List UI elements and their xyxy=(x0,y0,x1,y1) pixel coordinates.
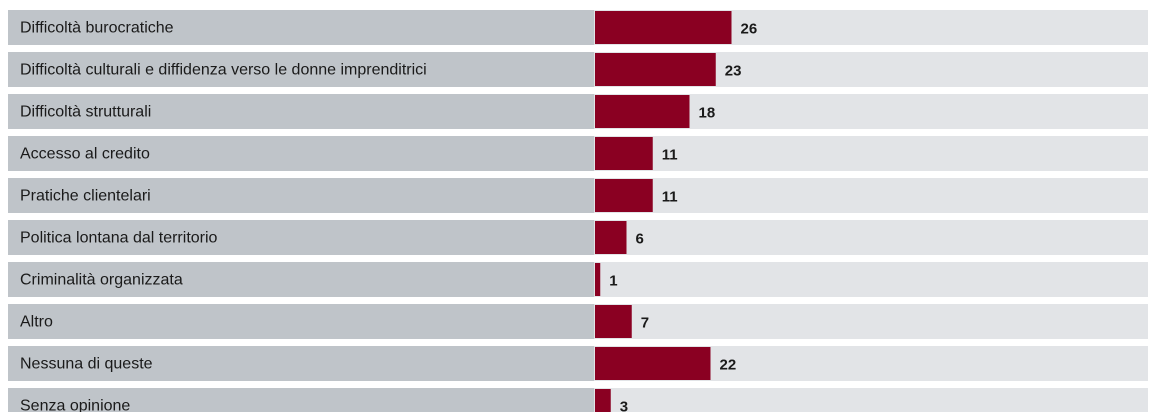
bar-track xyxy=(594,220,1148,255)
label-band xyxy=(8,388,594,412)
bar xyxy=(595,53,716,86)
label-band xyxy=(8,346,594,381)
value-label: 18 xyxy=(699,105,716,122)
value-label: 22 xyxy=(720,357,737,374)
label-band xyxy=(8,304,594,339)
chart-row: Difficoltà culturali e diffidenza verso … xyxy=(8,52,1148,87)
chart-row: Pratiche clientelari 11 xyxy=(8,178,1148,213)
chart-row: Accesso al credito 11 xyxy=(8,136,1148,171)
category-label: Difficoltà burocratiche xyxy=(20,20,174,37)
chart-row: Difficoltà strutturali 18 xyxy=(8,94,1148,129)
value-label: 23 xyxy=(725,63,742,80)
category-label: Difficoltà strutturali xyxy=(20,104,151,121)
bar xyxy=(595,137,653,170)
bar xyxy=(595,221,627,254)
value-label: 1 xyxy=(609,273,617,290)
category-label: Nessuna di queste xyxy=(20,356,153,373)
bar-track xyxy=(594,262,1148,297)
bar xyxy=(595,263,601,296)
bar xyxy=(595,305,632,338)
category-label: Accesso al credito xyxy=(20,146,150,163)
label-band xyxy=(8,10,594,45)
chart-row: Senza opinione 3 xyxy=(8,388,1148,412)
bar xyxy=(595,11,732,44)
bar-track xyxy=(594,388,1148,412)
bar xyxy=(595,347,711,380)
category-label: Altro xyxy=(20,314,53,331)
bar-track xyxy=(594,178,1148,213)
label-band xyxy=(8,52,594,87)
category-label: Difficoltà culturali e diffidenza verso … xyxy=(20,62,427,79)
chart-row: Altro 7 xyxy=(8,304,1148,339)
label-band xyxy=(8,178,594,213)
chart-rows: Difficoltà burocratiche 26 Difficoltà cult… xyxy=(8,10,1148,412)
bar xyxy=(595,179,653,212)
value-label: 7 xyxy=(641,315,649,332)
chart-row: Nessuna di queste 22 xyxy=(8,346,1148,381)
value-label: 3 xyxy=(620,399,628,412)
bar-track xyxy=(594,136,1148,171)
label-band xyxy=(8,262,594,297)
value-label: 26 xyxy=(741,21,758,38)
value-label: 6 xyxy=(636,231,644,248)
bar-track xyxy=(594,304,1148,339)
chart-row: Difficoltà burocratiche 26 xyxy=(8,10,1148,45)
label-band xyxy=(8,136,594,171)
category-label: Politica lontana dal territorio xyxy=(20,230,218,247)
category-label: Criminalità organizzata xyxy=(20,272,183,289)
chart-row: Politica lontana dal territorio 6 xyxy=(8,220,1148,255)
label-band xyxy=(8,220,594,255)
value-label: 11 xyxy=(662,189,678,206)
bar xyxy=(595,95,690,128)
chart-row: Criminalità organizzata 1 xyxy=(8,262,1148,297)
category-label: Senza opinione xyxy=(20,398,130,412)
value-label: 11 xyxy=(662,147,678,164)
label-band xyxy=(8,94,594,129)
category-label: Pratiche clientelari xyxy=(20,188,151,205)
bar xyxy=(595,389,611,412)
